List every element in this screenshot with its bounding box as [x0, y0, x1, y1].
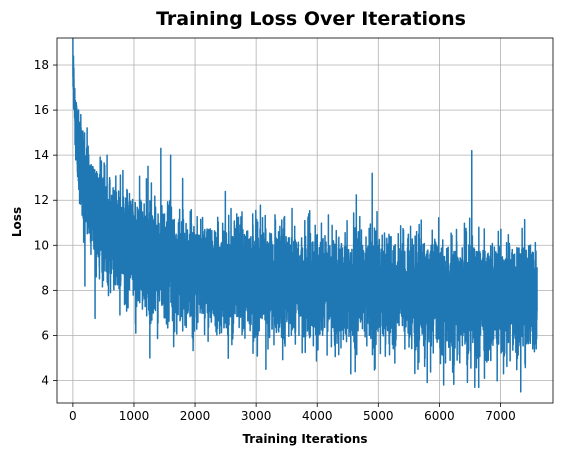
- x-tick-label: 5000: [363, 409, 394, 423]
- y-tick-label: 6: [41, 328, 49, 342]
- x-tick-label: 2000: [180, 409, 211, 423]
- y-tick-label: 4: [41, 373, 49, 387]
- y-tick-label: 16: [34, 103, 49, 117]
- x-tick-label: 6000: [424, 409, 455, 423]
- x-tick-label: 1000: [119, 409, 150, 423]
- x-tick-label: 0: [69, 409, 77, 423]
- y-tick-label: 14: [34, 148, 49, 162]
- x-tick-label: 7000: [485, 409, 516, 423]
- loss-series-line: [72, 38, 538, 393]
- y-tick-label: 12: [34, 193, 49, 207]
- series-layer: [72, 38, 538, 393]
- x-tick-label: 4000: [302, 409, 333, 423]
- y-tick-label: 8: [41, 283, 49, 297]
- x-axis-label: Training Iterations: [242, 432, 367, 446]
- y-tick-label: 18: [34, 58, 49, 72]
- x-tick-label: 3000: [241, 409, 272, 423]
- tick-layer: 0 1000 2000 3000 4000 5000 6000 7000 4 6 8 10 12 14 16…: [34, 58, 516, 423]
- chart-title: Training Loss Over Iterations: [156, 8, 466, 30]
- plot-frame: [56, 37, 554, 404]
- y-axis-label: Loss: [10, 207, 24, 237]
- y-tick-label: 10: [34, 238, 49, 252]
